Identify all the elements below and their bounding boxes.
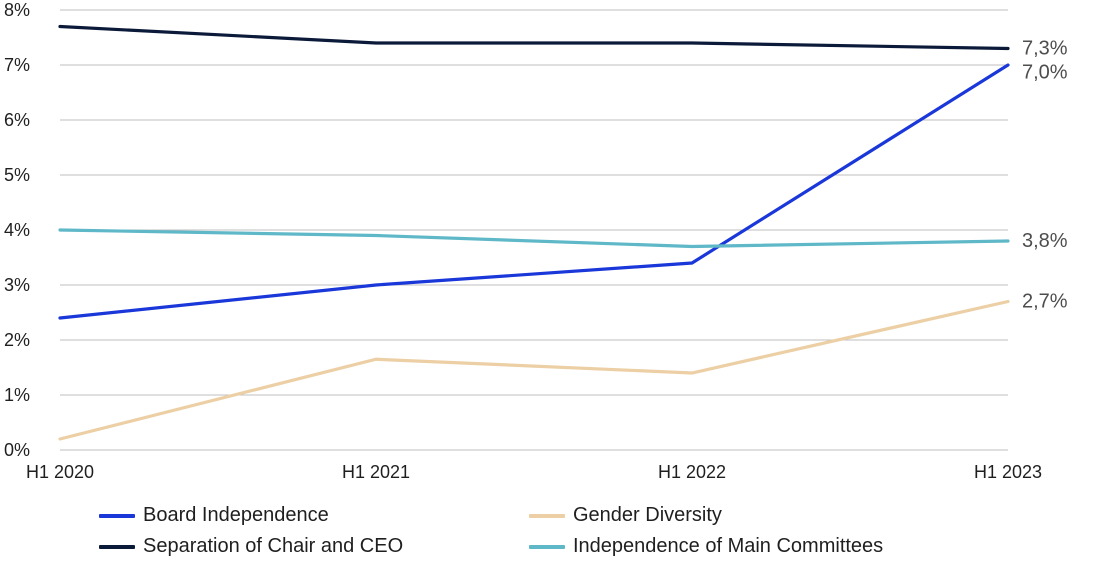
x-axis-tick-label: H1 2020 [26,462,94,482]
legend-item: Separation of Chair and CEO [99,531,529,562]
legend-swatch [529,545,565,549]
series-line [60,65,1008,318]
legend-swatch [99,545,135,549]
legend-label: Separation of Chair and CEO [143,535,403,558]
y-axis-tick-label: 2% [4,330,30,350]
y-axis-tick-label: 7% [4,55,30,75]
chart-legend: Board Independence Gender Diversity Separa… [99,500,999,562]
y-axis-tick-label: 6% [4,110,30,130]
legend-item: Board Independence [99,500,529,531]
y-axis-tick-label: 3% [4,275,30,295]
legend-item: Independence of Main Committees [529,531,959,562]
series-end-label: 7,3% [1022,38,1068,60]
y-axis-tick-label: 0% [4,440,30,460]
series-line [60,27,1008,49]
x-axis-tick-label: H1 2023 [974,462,1042,482]
y-axis-tick-label: 1% [4,385,30,405]
legend-item: Gender Diversity [529,500,959,531]
legend-label: Independence of Main Committees [573,535,883,558]
x-axis-tick-label: H1 2021 [342,462,410,482]
legend-label: Gender Diversity [573,504,722,527]
series-line [60,230,1008,247]
y-axis-tick-label: 4% [4,220,30,240]
series-end-label: 7,0% [1022,62,1068,84]
x-axis-tick-label: H1 2022 [658,462,726,482]
legend-swatch [529,514,565,518]
y-axis-tick-label: 8% [4,0,30,20]
series-end-label: 2,7% [1022,291,1068,313]
chart-canvas: 0% 1% 2% 3% 4% 5% 6% 7% 8% H1 2020 H1 2021 H1 2022 H… [0,0,1098,500]
legend-label: Board Independence [143,504,329,527]
series-line [60,302,1008,440]
governance-line-chart: 0% 1% 2% 3% 4% 5% 6% 7% 8% H1 2020 H1 2021 H1 2022 H… [0,0,1098,565]
y-axis-tick-label: 5% [4,165,30,185]
legend-swatch [99,514,135,518]
series-end-label: 3,8% [1022,230,1068,252]
